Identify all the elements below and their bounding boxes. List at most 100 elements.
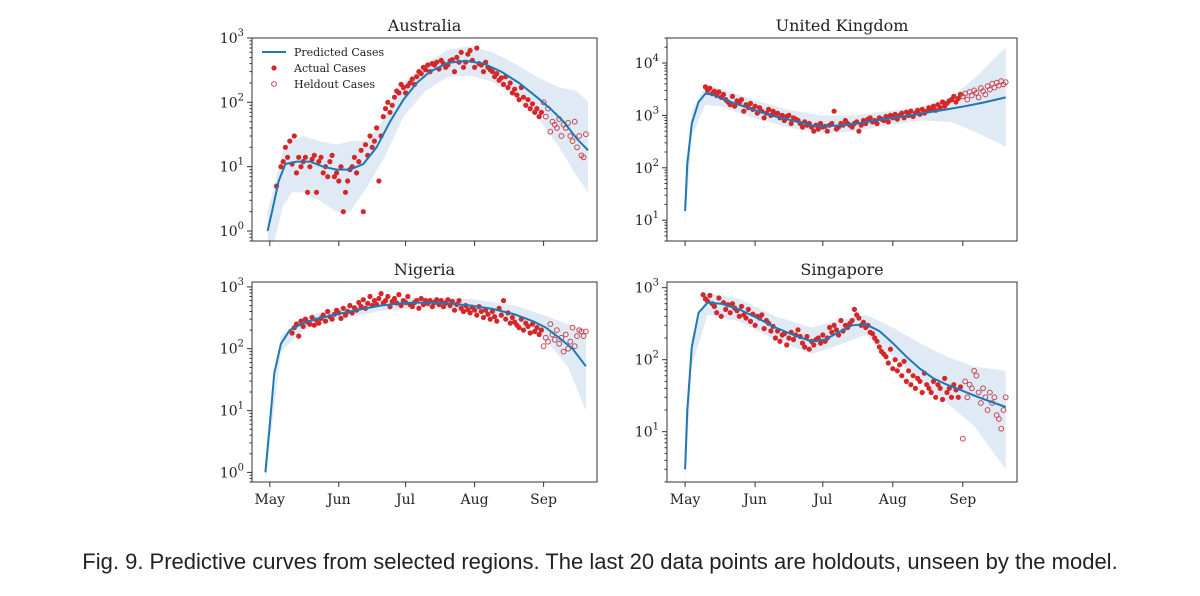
actual-point — [329, 316, 335, 322]
actual-point — [747, 318, 754, 324]
y-tick-label: 103 — [220, 277, 244, 296]
legend: Predicted Cases Actual Cases Heldout Cases — [262, 46, 384, 91]
actual-point — [777, 338, 783, 344]
actual-point — [500, 298, 507, 304]
y-tick-label: 102 — [635, 158, 659, 177]
actual-point — [779, 112, 785, 118]
actual-point — [489, 69, 495, 75]
actual-point — [467, 47, 473, 54]
actual-point — [293, 170, 300, 176]
actual-point — [815, 126, 821, 132]
actual-point — [345, 178, 351, 184]
figure: Australia 100 101 102 103 Predicted Cases Actu… — [220, 16, 1018, 508]
y-tick-label: 104 — [635, 53, 659, 72]
actual-point — [851, 306, 858, 312]
actual-point — [534, 325, 540, 331]
actual-point — [340, 209, 346, 215]
actual-point — [320, 170, 326, 176]
actual-point — [955, 95, 961, 102]
actual-point — [385, 293, 391, 300]
actual-point — [285, 154, 291, 160]
actual-point — [738, 97, 745, 103]
actual-point — [520, 327, 527, 333]
heldout-point — [1002, 79, 1009, 86]
actual-point — [786, 112, 792, 118]
actual-point — [827, 324, 833, 331]
actual-point — [887, 346, 894, 352]
actual-point — [298, 318, 304, 324]
heldout-point — [971, 367, 977, 374]
heldout-point — [973, 372, 980, 379]
actual-point — [311, 322, 317, 328]
heldout-point — [567, 338, 574, 345]
uncertainty-band — [685, 292, 1006, 482]
predicted-line — [684, 301, 1007, 470]
actual-point — [523, 102, 529, 108]
actual-point — [451, 69, 458, 75]
actual-point — [536, 331, 542, 338]
actual-point — [480, 69, 487, 75]
heldout-point — [978, 400, 984, 406]
actual-point — [456, 298, 462, 304]
actual-point — [908, 108, 914, 114]
panel-australia: Australia 100 101 102 103 Predicted Cases Actu… — [220, 16, 598, 246]
actual-point — [438, 298, 444, 304]
actual-point — [382, 106, 389, 112]
actual-point — [498, 75, 504, 81]
heldout-point — [574, 144, 580, 151]
heldout-point — [975, 389, 982, 396]
actual-point — [527, 106, 533, 112]
actual-point — [529, 101, 536, 107]
actual-point — [434, 297, 440, 303]
actual-point — [374, 125, 380, 131]
actual-point — [338, 315, 344, 321]
actual-point — [745, 306, 751, 312]
actual-point — [407, 80, 413, 86]
actual-point — [516, 97, 522, 103]
actual-point — [899, 373, 905, 379]
actual-point — [766, 106, 772, 112]
actual-point — [507, 80, 513, 86]
actual-point — [876, 344, 882, 350]
y-tick-label: 103 — [220, 28, 244, 47]
actual-point — [367, 293, 373, 300]
x-tick-label: Jul — [394, 492, 416, 508]
actual-point — [869, 331, 876, 337]
actual-point — [912, 385, 919, 391]
heldout-point — [571, 343, 578, 350]
heldout-point — [580, 154, 587, 161]
actual-point — [806, 346, 812, 352]
actual-point — [926, 385, 932, 391]
actual-point — [897, 362, 903, 368]
actual-point — [514, 92, 520, 98]
actual-point — [736, 313, 742, 319]
actual-point — [527, 330, 533, 336]
heldout-point — [959, 435, 966, 442]
actual-point — [429, 304, 435, 310]
actual-point — [405, 293, 411, 300]
actual-point — [738, 303, 745, 309]
actual-point — [723, 306, 729, 312]
actual-point — [300, 323, 306, 329]
actual-point — [901, 358, 907, 364]
panel-title: United Kingdom — [776, 16, 909, 35]
actual-point — [772, 335, 779, 341]
y-tick-label: 101 — [220, 401, 244, 420]
actual-point — [309, 314, 315, 321]
heldout-point — [554, 125, 560, 131]
actual-point — [278, 164, 284, 170]
heldout-point — [975, 94, 982, 101]
actual-point — [890, 366, 896, 372]
actual-point — [500, 81, 507, 87]
actual-point — [727, 310, 733, 316]
actual-point — [356, 299, 362, 306]
actual-point — [525, 97, 531, 103]
heldout-point — [1000, 407, 1007, 413]
actual-point — [917, 378, 923, 384]
actual-point — [316, 159, 322, 165]
actual-point — [831, 322, 837, 328]
actual-point — [358, 147, 364, 153]
actual-point — [937, 105, 943, 111]
actual-point — [416, 305, 422, 311]
actual-point — [817, 340, 824, 346]
